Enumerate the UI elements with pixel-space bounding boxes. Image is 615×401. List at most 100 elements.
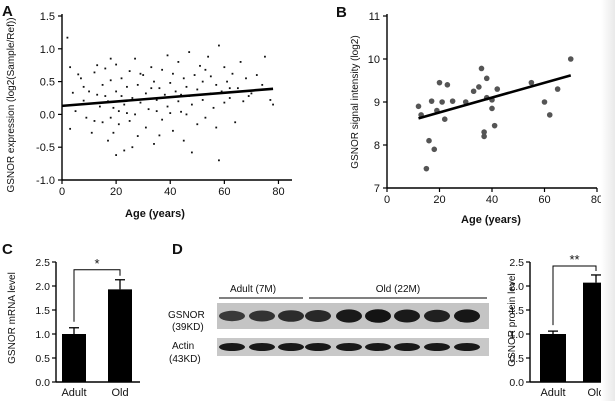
chart-a-point [109, 79, 112, 82]
chart-a-point [120, 77, 123, 80]
chart-a-point [190, 103, 193, 106]
chart-b-x-tick-label: 80 [591, 194, 603, 206]
chart-b-point [436, 79, 443, 86]
chart-b-x-tick-label: 0 [384, 194, 390, 206]
chart-a-point [250, 92, 253, 95]
chart-a-point [123, 103, 126, 106]
chart-a-point [196, 123, 199, 126]
chart-a-point [107, 139, 109, 142]
chart-a-point [212, 106, 215, 109]
chart-d-y-tick-label: 1.5 [509, 305, 524, 317]
chart-c-y-tick-label: 2.0 [35, 281, 50, 293]
chart-a-xlabel: Age (years) [125, 208, 185, 220]
chart-a-point [139, 101, 142, 104]
chart-a-point [155, 99, 158, 101]
chart-a-point [131, 146, 134, 149]
chart-c-significance-label: * [94, 256, 99, 271]
blot-actin-band [365, 343, 391, 351]
chart-a-point [153, 80, 155, 83]
blot-gsnor-band [394, 309, 420, 323]
chart-a-point [215, 126, 218, 129]
chart-a-point [193, 74, 196, 76]
chart-a-point [223, 66, 226, 69]
chart-a-point [169, 112, 172, 114]
chart-d-category-label: Adult [540, 387, 565, 399]
chart-c-category-label: Old [111, 387, 128, 399]
chart-a-y-tick-label: 1.5 [40, 11, 55, 23]
blot-gsnor-band [424, 309, 450, 323]
chart-d-ylabel: GSNOR protein level [507, 273, 518, 366]
chart-d-bar-adult [540, 334, 566, 382]
chart-a-point [117, 123, 120, 126]
chart-a-point [71, 91, 74, 94]
blot-gsnor-band [249, 310, 275, 322]
chart-a-point [158, 134, 161, 137]
blot-gsnor-band [219, 310, 245, 322]
chart-a-point [66, 36, 69, 39]
chart-a-point [115, 63, 118, 66]
chart-a-point [180, 110, 182, 113]
chart-a-point [174, 90, 177, 93]
chart-a-point [190, 151, 193, 154]
blot-actin-band [454, 343, 480, 351]
chart-b-point [489, 105, 495, 112]
chart-a-point [242, 100, 245, 103]
chart-a-point [139, 72, 142, 75]
chart-a-point [166, 54, 169, 57]
blot-label-gsnor-kd: (39KD) [172, 322, 204, 333]
chart-a-x-tick-label: 40 [164, 186, 176, 198]
panel-letter-a: A [2, 3, 13, 20]
chart-b-point [546, 112, 553, 118]
chart-a-point [182, 77, 185, 80]
blot-actin-band [278, 343, 304, 351]
chart-a-point [90, 131, 93, 134]
chart-a-axes: 0 20 40 60 80 -1.0 -0.5 0.0 0.5 1.0 1.5 [36, 11, 292, 198]
blot-gsnor-band [336, 309, 362, 323]
panel-letter-c: C [2, 241, 13, 258]
chart-a-point [180, 93, 182, 96]
blot-gsnor-band [454, 309, 480, 323]
chart-a-point [204, 68, 207, 71]
chart-c-y-tick-label: 1.0 [35, 329, 50, 341]
blot-actin-band [336, 343, 362, 351]
chart-a-point [236, 87, 239, 90]
blot-gsnor-band [278, 310, 304, 322]
chart-a-point [126, 112, 128, 114]
chart-a-point [134, 113, 136, 116]
chart-a-point [112, 131, 115, 134]
chart-b-point [444, 82, 451, 88]
chart-a-point [177, 100, 180, 103]
chart-a-y-tick-label: -0.5 [36, 142, 55, 154]
chart-a-point [109, 116, 112, 119]
chart-a-x-tick-label: 20 [110, 186, 122, 198]
chart-b-point [481, 129, 487, 135]
blot-actin-band [219, 343, 245, 351]
chart-a-point [209, 75, 212, 78]
chart-a-point [69, 66, 72, 69]
chart-a-point [201, 80, 204, 83]
blot-actin-band [305, 343, 331, 351]
chart-a-point [161, 118, 164, 121]
chart-a-point [201, 99, 204, 101]
chart-c-bar-adult [62, 334, 86, 382]
chart-a-point [196, 88, 199, 91]
chart-a-point [172, 72, 174, 75]
chart-c-bar-old [108, 289, 132, 382]
chart-b-point [441, 116, 448, 122]
chart-b-x-tick-label: 20 [433, 194, 445, 206]
blot-actin-band [394, 343, 420, 351]
chart-b-point [494, 86, 501, 92]
chart-a-x-tick-label: 0 [59, 186, 65, 198]
chart-a-point [204, 116, 207, 119]
chart-a-point [166, 105, 169, 108]
chart-b-y-tick-label: 9 [374, 97, 380, 109]
chart-a-point [185, 85, 188, 88]
chart-a-y-tick-label: 1.0 [40, 44, 55, 56]
chart-a-point [215, 83, 218, 86]
chart-a-point [82, 99, 85, 102]
chart-b-point [426, 137, 432, 144]
chart-a-point [150, 87, 153, 90]
chart-a-point [88, 90, 90, 93]
chart-c-significance-bracket [73, 269, 121, 322]
